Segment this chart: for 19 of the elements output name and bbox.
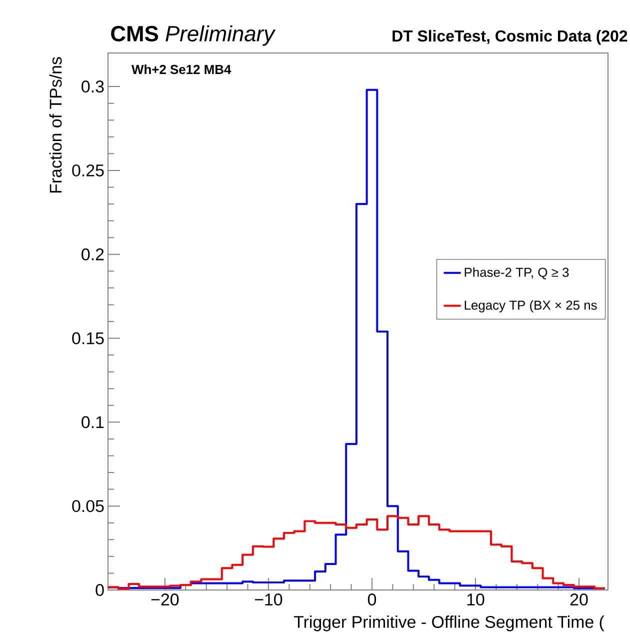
y-tick-label: 0 (96, 584, 104, 596)
x-axis-title: Trigger Primitive - Offline Segment Time ( (294, 616, 604, 632)
y-tick-label: 0.05 (72, 500, 104, 512)
y-tick-label: 0.25 (72, 164, 104, 176)
y-tick-label: 0.2 (82, 248, 104, 260)
chart-subtitle: DT SliceTest, Cosmic Data (202 (392, 30, 628, 45)
x-tick-label: 20 (570, 594, 588, 606)
y-tick-label: 0.15 (72, 332, 104, 344)
x-tick-label: −20 (151, 594, 179, 606)
x-tick-label: −10 (254, 594, 282, 606)
x-tick-label: 0 (368, 594, 376, 606)
legend-label: Phase-2 TP, Q ≥ 3 (464, 267, 569, 280)
y-axis-title: Fraction of TPs/ns (49, 57, 62, 193)
y-tick-label: 0.3 (82, 80, 104, 93)
legend-label: Legacy TP (BX × 25 ns (464, 300, 597, 312)
annotation: Wh+2 Se12 MB4 (132, 64, 232, 74)
x-tick-label: 10 (467, 594, 484, 606)
chart-title: CMS Preliminary (111, 25, 276, 46)
y-tick-label: 0.1 (82, 416, 104, 428)
